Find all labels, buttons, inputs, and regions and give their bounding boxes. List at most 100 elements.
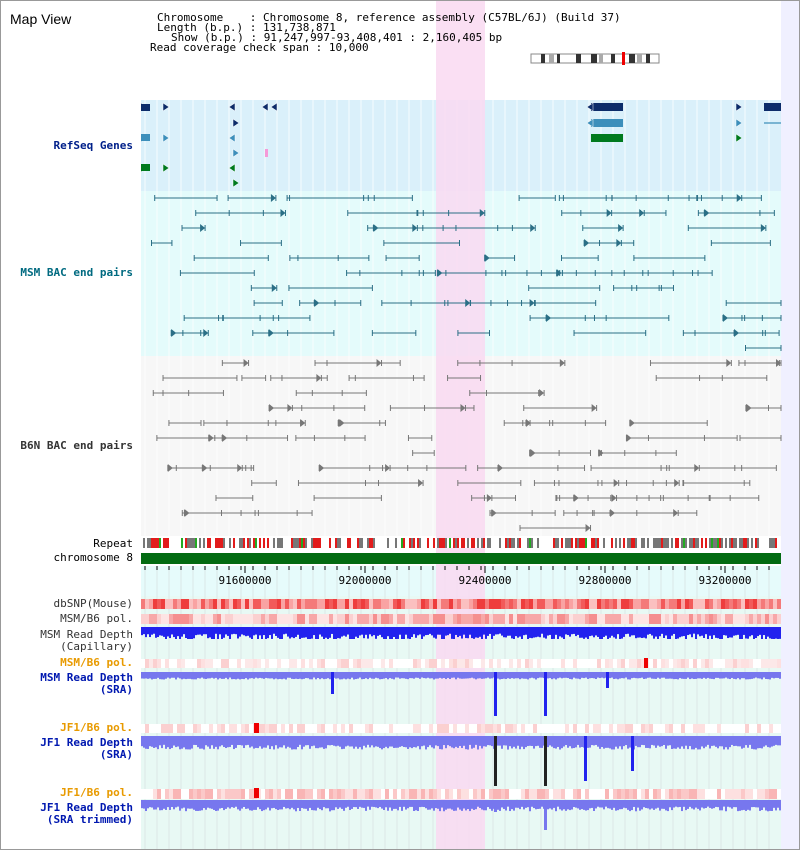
- repeat-mark: [443, 538, 445, 548]
- jf1-trimmed-depth: [469, 800, 471, 812]
- msm-bac-pair: [734, 329, 740, 337]
- msm-sra-depth: [209, 672, 211, 679]
- jf1-trimmed-depth: [291, 800, 293, 808]
- msm-pol-mark: [749, 659, 753, 668]
- msm-pol-mark: [509, 659, 513, 668]
- dbsnp-mark: [613, 599, 617, 609]
- repeat-mark: [769, 538, 771, 548]
- msm-sra-depth: [235, 672, 237, 680]
- jf1-pol-mark: [233, 789, 237, 799]
- gene-block: [265, 149, 268, 157]
- msm-bac-pair: [639, 209, 645, 217]
- track-label-dbsnp[interactable]: dbSNP(Mouse): [53, 597, 133, 610]
- jf1-pol-mark: [765, 789, 769, 799]
- repeat-mark: [203, 538, 205, 548]
- jf1-sra-depth: [517, 736, 519, 746]
- msm-capillary-depth: [359, 627, 361, 636]
- jf1-pol-mark: [233, 724, 237, 733]
- msm-sra-depth: [689, 672, 691, 680]
- jf1-pol-mark: [245, 724, 249, 733]
- track-label-jf1b6-pol-2[interactable]: JF1/B6 pol.: [60, 786, 133, 799]
- msm-sra-depth: [639, 672, 641, 679]
- repeat-mark: [311, 538, 313, 548]
- jf1-sra-depth: [697, 736, 699, 750]
- msm-capillary-depth: [543, 627, 545, 638]
- jf1-trimmed-depth: [709, 800, 711, 808]
- track-label-jf1b6-pol-1[interactable]: JF1/B6 pol.: [60, 721, 133, 734]
- repeat-mark: [749, 538, 751, 548]
- jf1-pol-mark: [717, 724, 721, 733]
- track-label-jf1-depth-trimmed[interactable]: JF1 Read Depth (SRA trimmed): [40, 802, 133, 826]
- msm-capillary-depth: [745, 627, 747, 639]
- jf1-trimmed-depth: [155, 800, 157, 810]
- msm-sra-depth: [421, 672, 423, 678]
- msm-sra-depth: [183, 672, 185, 679]
- jf1-pol-mark: [517, 789, 521, 799]
- jf1-sra-depth: [145, 736, 147, 749]
- jf1-pol-mark: [569, 789, 573, 799]
- msm-capillary-depth: [277, 627, 279, 638]
- msm-sra-depth: [273, 672, 275, 680]
- msm-capillary-depth: [771, 627, 773, 639]
- msm-capillary-depth: [537, 627, 539, 637]
- msm-capillary-depth: [181, 627, 183, 637]
- axis-tick-label: 91600000: [218, 574, 272, 587]
- jf1-sra-depth: [469, 736, 471, 745]
- track-label-msm-depth-capillary[interactable]: MSM Read Depth (Capillary): [40, 629, 133, 653]
- jf1-pol-mark: [317, 724, 321, 733]
- jf1-trimmed-depth: [619, 800, 621, 810]
- jf1-trimmed-depth: [363, 800, 365, 808]
- msm-capillary-depth: [473, 627, 475, 639]
- repeat-mark: [535, 538, 537, 548]
- jf1-trimmed-depth: [157, 800, 159, 808]
- jf1-pol-mark: [245, 789, 249, 799]
- dbsnp-mark: [273, 599, 277, 609]
- jf1-sra-depth: [699, 736, 701, 750]
- jf1-pol-mark: [581, 724, 585, 733]
- track-label-msm-bac[interactable]: MSM BAC end pairs: [20, 266, 133, 279]
- repeat-mark: [453, 538, 455, 548]
- msm-capillary-depth: [259, 627, 261, 636]
- jf1-trimmed-depth: [579, 800, 581, 810]
- jf1-sra-depth: [435, 736, 437, 746]
- msm-capillary-depth: [371, 627, 373, 637]
- msm-capillary-depth: [175, 627, 177, 639]
- jf1-pol-mark: [513, 724, 517, 733]
- jf1-pol-mark: [297, 789, 301, 799]
- msm-pol-mark: [613, 659, 617, 668]
- msm-pol-mark: [705, 614, 709, 624]
- track-label-jf1-depth-sra[interactable]: JF1 Read Depth (SRA): [40, 737, 133, 761]
- msm-bac-pair: [484, 254, 490, 262]
- msm-sra-depth: [193, 672, 195, 680]
- jf1-pol-mark: [753, 789, 757, 799]
- dbsnp-mark: [209, 599, 213, 609]
- jf1-trimmed-depth: [717, 800, 719, 808]
- msm-pol-mark: [425, 614, 429, 624]
- track-label-refseq[interactable]: RefSeq Genes: [53, 139, 133, 152]
- track-label-msmb6-pol-1[interactable]: MSM/B6 pol.: [60, 612, 133, 625]
- jf1-trimmed-depth: [621, 800, 623, 810]
- track-label-b6n-bac[interactable]: B6N BAC end pairs: [20, 439, 133, 452]
- msm-capillary-depth: [183, 627, 185, 635]
- jf1-sra-depth: [637, 736, 639, 748]
- track-label-msmb6-pol-2[interactable]: MSM/B6 pol.: [60, 656, 133, 669]
- jf1-pol-mark: [533, 724, 537, 733]
- jf1-pol-mark: [461, 724, 465, 733]
- repeat-mark: [343, 538, 345, 548]
- repeat-mark: [353, 538, 355, 548]
- dbsnp-mark: [489, 599, 493, 609]
- msm-pol-mark: [773, 659, 777, 668]
- jf1-pol-mark: [441, 789, 445, 799]
- jf1-sra-depth: [557, 736, 559, 747]
- jf1-sra-depth: [573, 736, 575, 749]
- msm-pol-mark: [317, 614, 321, 624]
- msm-sra-depth: [519, 672, 521, 680]
- msm-sra-depth: [465, 672, 467, 679]
- msm-sra-depth: [419, 672, 421, 679]
- dbsnp-mark: [433, 599, 437, 609]
- jf1-trimmed-depth: [719, 800, 721, 811]
- msm-capillary-depth: [229, 627, 231, 639]
- msm-sra-depth: [697, 672, 699, 679]
- msm-pol-mark: [721, 659, 725, 668]
- track-label-msm-depth-sra[interactable]: MSM Read Depth (SRA): [40, 672, 133, 696]
